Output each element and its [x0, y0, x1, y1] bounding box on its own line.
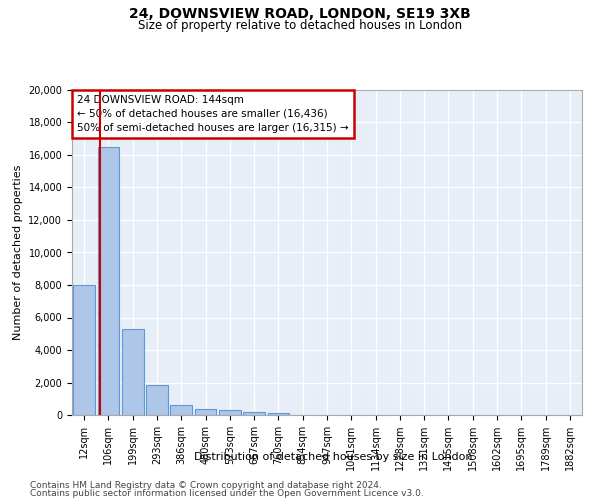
Bar	[146, 385, 168, 415]
Text: Contains public sector information licensed under the Open Government Licence v3: Contains public sector information licen…	[30, 489, 424, 498]
Bar	[73, 285, 95, 415]
Bar	[243, 412, 265, 415]
Bar	[97, 147, 119, 415]
Y-axis label: Number of detached properties: Number of detached properties	[13, 165, 23, 340]
Bar	[170, 405, 192, 415]
Text: Size of property relative to detached houses in London: Size of property relative to detached ho…	[138, 19, 462, 32]
Text: 24 DOWNSVIEW ROAD: 144sqm
← 50% of detached houses are smaller (16,436)
50% of s: 24 DOWNSVIEW ROAD: 144sqm ← 50% of detac…	[77, 95, 349, 133]
Bar	[219, 410, 241, 415]
Bar	[268, 412, 289, 415]
Text: Distribution of detached houses by size in London: Distribution of detached houses by size …	[194, 452, 472, 462]
Text: 24, DOWNSVIEW ROAD, LONDON, SE19 3XB: 24, DOWNSVIEW ROAD, LONDON, SE19 3XB	[129, 8, 471, 22]
Bar	[194, 410, 217, 415]
Bar	[122, 329, 143, 415]
Text: Contains HM Land Registry data © Crown copyright and database right 2024.: Contains HM Land Registry data © Crown c…	[30, 481, 382, 490]
